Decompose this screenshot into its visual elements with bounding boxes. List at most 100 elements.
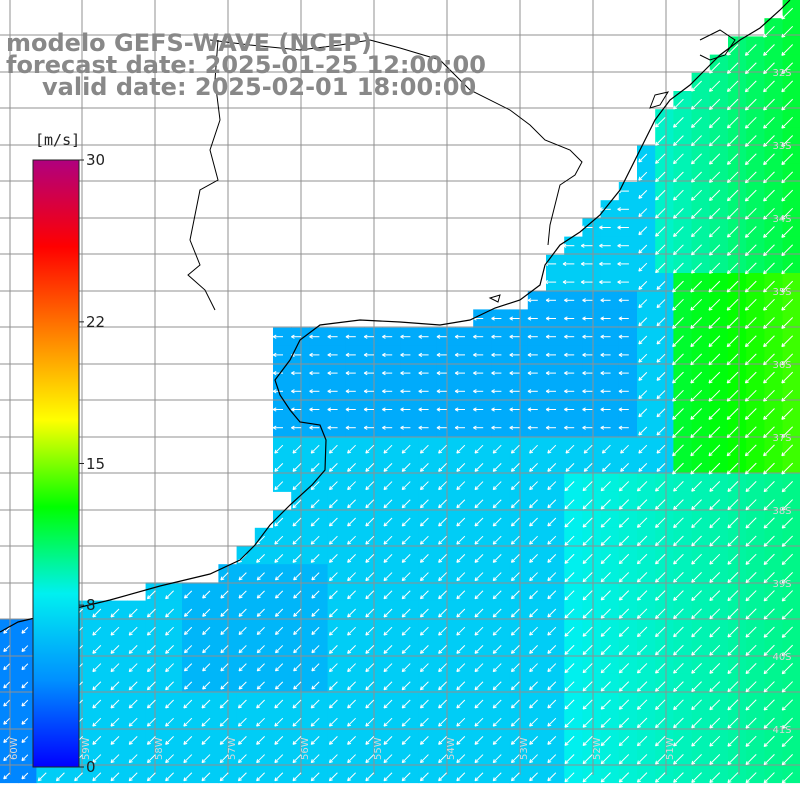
wind-arrow-head (291, 389, 295, 394)
latitude-label: 35S (772, 287, 791, 298)
wind-arrow (781, 644, 794, 656)
wind-arrow-head (620, 449, 625, 454)
wind-arrow (673, 262, 684, 274)
wind-arrow (745, 699, 757, 711)
wind-arrow-head (529, 449, 534, 454)
wind-arrow (165, 590, 174, 600)
wind-arrow-head (547, 740, 552, 745)
wind-arrow-head (545, 298, 550, 303)
wind-arrow (456, 481, 466, 490)
wind-arrow-head (745, 651, 750, 656)
wind-arrow-head (636, 505, 641, 510)
wind-arrow (745, 80, 757, 93)
wind-arrow (727, 608, 739, 620)
wind-arrow (564, 481, 575, 491)
wind-arrow-head (564, 669, 569, 674)
wind-arrow-head (474, 522, 479, 527)
wind-arrow (726, 426, 739, 438)
wind-arrow-head (529, 577, 534, 582)
wind-arrow-head (744, 470, 749, 475)
wind-arrow (655, 699, 666, 710)
wind-arrow (655, 735, 666, 747)
wind-arrow (763, 644, 775, 656)
wind-arrow-head (545, 316, 550, 321)
wind-arrow (165, 645, 174, 654)
wind-arrow-head (691, 269, 695, 274)
wind-arrow-head (709, 542, 714, 547)
wind-arrow (781, 335, 794, 347)
wind-arrow-head (708, 306, 713, 311)
wind-arrow-head (327, 407, 332, 412)
wind-arrow-head (691, 487, 696, 492)
wind-arrow (781, 353, 794, 366)
wind-arrow-head (691, 505, 696, 510)
wind-arrow-head (401, 668, 406, 673)
wind-arrow (347, 699, 356, 709)
wind-arrow-head (202, 612, 207, 617)
wind-arrow-head (655, 542, 660, 547)
wind-arrow (638, 372, 648, 381)
wind-arrow-head (473, 407, 477, 412)
wind-arrow (383, 626, 393, 636)
wind-arrow-head (510, 486, 515, 491)
wind-arrow (781, 80, 794, 93)
wind-arrow (691, 663, 702, 674)
wind-arrow-head (365, 668, 370, 673)
wind-arrow-head (763, 88, 768, 93)
wind-arrow (637, 608, 648, 619)
wind-arrow-head (438, 668, 443, 673)
wind-arrow-head (781, 579, 786, 584)
wind-arrow-head (309, 425, 313, 430)
valid-date: valid date: 2025-02-01 18:00:00 (42, 73, 477, 101)
wind-arrow-head (383, 486, 388, 491)
wind-arrow (673, 499, 684, 510)
colorbar (32, 159, 80, 768)
wind-arrow (274, 699, 284, 709)
wind-arrow-head (744, 415, 749, 420)
wind-arrow-head (655, 123, 660, 128)
wind-arrow-head (547, 558, 552, 563)
wind-arrow (637, 717, 648, 728)
wind-arrow-head (128, 686, 133, 691)
wind-arrow (329, 554, 338, 563)
wind-arrow (620, 444, 629, 454)
wind-arrow-head (620, 467, 625, 472)
wind-arrow (781, 298, 794, 311)
wind-arrow-head (638, 285, 643, 290)
wind-arrow-head (655, 178, 660, 183)
wind-arrow (726, 408, 739, 420)
wind-arrow (347, 626, 356, 636)
wind-arrow-head (763, 306, 768, 311)
wind-arrow-head (510, 704, 515, 709)
wind-arrow (347, 554, 356, 563)
wind-arrow-head (456, 740, 461, 745)
wind-arrow (637, 754, 648, 765)
wind-arrow-head (383, 449, 388, 454)
wind-arrow (438, 645, 447, 654)
wind-arrow (420, 772, 429, 782)
wind-arrow (256, 645, 265, 654)
wind-arrow-head (599, 225, 603, 230)
wind-arrow-head (672, 379, 677, 384)
wind-arrow-head (401, 704, 406, 709)
wind-arrow (3, 772, 10, 780)
wind-arrow (726, 280, 739, 293)
wind-arrow-head (345, 370, 350, 376)
wind-arrow (745, 553, 757, 565)
wind-arrow (763, 408, 775, 420)
wind-arrow-head (401, 759, 406, 764)
wind-arrow (438, 590, 447, 600)
wind-arrow-head (708, 142, 713, 147)
wind-arrow-head (419, 595, 424, 600)
wind-arrow (329, 481, 338, 490)
wind-arrow-head (454, 425, 459, 430)
wind-arrow (438, 572, 447, 581)
wind-arrow-head (708, 397, 713, 402)
wind-arrow (310, 481, 320, 490)
wind-arrow-head (419, 704, 424, 709)
wind-arrow (3, 699, 10, 707)
wind-arrow (763, 80, 775, 93)
wind-arrow (709, 663, 721, 674)
wind-arrow-head (474, 668, 479, 673)
wind-arrow-head (92, 613, 97, 618)
